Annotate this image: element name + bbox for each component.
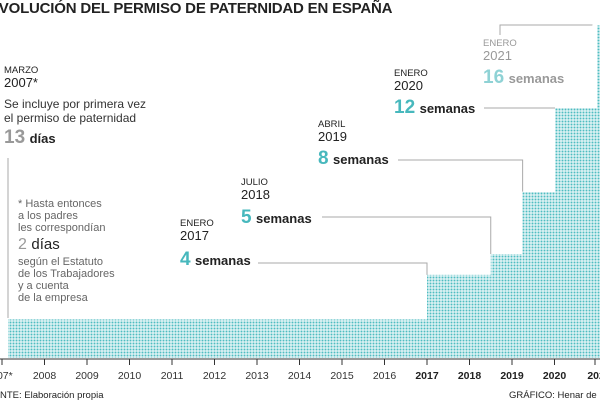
annotation-year: 2019: [318, 129, 347, 144]
x-tick-label: 2010: [117, 370, 142, 382]
annotation-year: 2017: [180, 228, 209, 243]
x-tick-label: 2016: [372, 370, 397, 382]
annotation-desc: Se incluye por primera vez: [4, 97, 147, 111]
annotation-number: 12: [394, 97, 416, 118]
annotation-month: ABRIL: [318, 119, 346, 130]
x-tick-label: 2021: [587, 370, 600, 382]
annotation-2018: JULIO 2018 5 semanas: [241, 178, 312, 229]
annotation-unit: días: [29, 131, 56, 146]
annotation-unit: semanas: [256, 211, 312, 226]
annotation-year: 2021: [483, 48, 512, 63]
footnote-number: 2: [18, 236, 27, 253]
annotation-month: JULIO: [241, 177, 268, 188]
x-tick-label: 2020: [542, 370, 567, 382]
annotation-year: 2018: [241, 187, 270, 202]
x-tick-label: 2009: [75, 370, 99, 382]
annotation-month: ENERO: [483, 38, 517, 49]
chart-title: EVOLUCIÓN DEL PERMISO DE PATERNIDAD EN E…: [0, 0, 393, 17]
footnote-line: y a cuenta: [18, 280, 69, 292]
x-tick-label: 2019: [500, 370, 524, 382]
footnote-line: * Hasta entonces: [18, 198, 102, 210]
bar-step: [522, 191, 555, 358]
x-tick-label: 2012: [202, 370, 227, 382]
annotation-2007: MARZO 2007* Se incluye por primera vez e…: [4, 66, 146, 149]
annotation-year: 2020: [394, 78, 423, 93]
bar-step: [490, 254, 523, 358]
annotation-unit: semanas: [419, 101, 476, 116]
annotation-unit: semanas: [333, 152, 389, 167]
x-tick-label: 2007*: [0, 370, 13, 382]
annotation-unit: semanas: [195, 253, 251, 268]
connector-line: [322, 216, 492, 255]
x-tick-label: 2014: [287, 370, 312, 382]
footnote: * Hasta entonces a los padres les corres…: [18, 198, 115, 304]
source-note: FUENTE: Elaboración propia: [0, 390, 104, 401]
x-tick-label: 2013: [245, 370, 269, 382]
annotation-number: 4: [180, 249, 191, 270]
footnote-line: de la empresa: [18, 292, 88, 304]
annotation-number: 5: [241, 207, 252, 228]
annotation-2020: ENERO 2020 12 semanas: [394, 69, 475, 119]
annotation-month: ENERO: [394, 68, 428, 79]
connector-line: [258, 262, 428, 275]
annotation-number: 16: [483, 67, 505, 88]
annotation-2017: ENERO 2017 4 semanas: [180, 219, 251, 271]
annotation-unit: semanas: [508, 71, 565, 86]
connector-line: [398, 159, 524, 192]
credit-note: GRÁFICO: Henar de Pe: [509, 390, 600, 401]
annotation-2019: ABRIL 2019 8 semanas: [318, 120, 389, 170]
x-tick-label: 2017: [415, 370, 439, 382]
x-tick-label: 2015: [330, 370, 354, 382]
bar-step: [554, 108, 597, 359]
annotation-number: 13: [4, 127, 26, 148]
annotation-desc: el permiso de paternidad: [4, 111, 137, 125]
footnote-line: les correspondían: [18, 222, 106, 234]
x-tick-label: 2018: [457, 370, 482, 382]
bar-step: [427, 274, 491, 358]
x-tick-label: 2011: [160, 370, 184, 382]
annotation-year: 2007*: [4, 75, 38, 90]
connector-line: [499, 24, 593, 35]
footnote-line: según el Estatuto: [18, 256, 104, 268]
connector-line: [484, 107, 555, 109]
annotation-number: 8: [318, 148, 329, 169]
footnote-line: a los padres: [18, 210, 78, 222]
annotation-month: ENERO: [180, 218, 214, 229]
footnote-unit: días: [31, 236, 60, 253]
bar-step: [8, 319, 427, 358]
bar-step: [597, 25, 600, 359]
annotation-2021: ENERO 2021 16 semanas: [483, 39, 564, 89]
footnote-line: de los Trabajadores: [18, 268, 115, 280]
x-tick-label: 2008: [32, 370, 57, 382]
annotation-month: MARZO: [4, 65, 39, 76]
